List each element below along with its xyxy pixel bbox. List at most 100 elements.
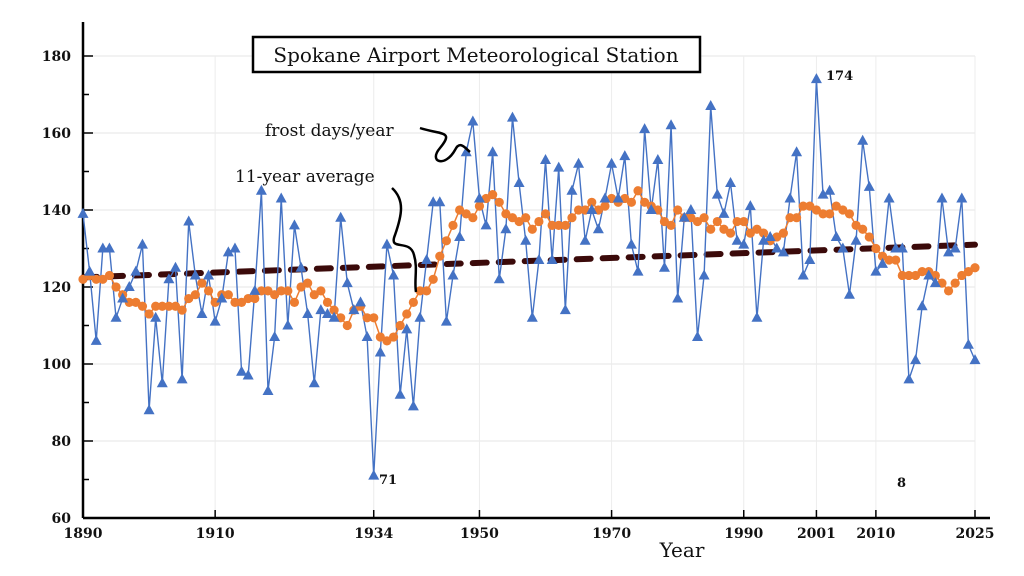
x-tick-label: 2025: [956, 526, 995, 542]
average-point: [388, 332, 399, 342]
average-point: [435, 251, 445, 261]
y-tick-label: 100: [42, 357, 71, 373]
average-point: [844, 209, 855, 219]
average-point: [329, 305, 339, 315]
average-point: [792, 213, 802, 223]
x-tick-label: 2010: [856, 526, 895, 542]
frost-days-point: [850, 234, 862, 245]
x-tick-label: 1934: [354, 526, 393, 542]
frost-days-point: [533, 254, 545, 265]
frost-days-point: [374, 346, 386, 357]
average-point: [573, 205, 584, 215]
average-point: [408, 297, 418, 307]
frost-days-point: [480, 219, 492, 230]
frost-days-point: [645, 204, 657, 214]
frost-days-point: [255, 184, 267, 195]
average-point: [540, 209, 551, 219]
average-point: [712, 216, 722, 227]
y-tick-label: 180: [42, 49, 71, 65]
average-point: [494, 197, 504, 207]
frost-days-point: [870, 265, 882, 276]
frost-days-point: [368, 469, 380, 480]
average-point: [369, 313, 379, 323]
frost-days-point: [784, 192, 796, 203]
y-tick-label: 60: [52, 511, 72, 527]
frost-days-point: [229, 242, 241, 253]
frost-days-point: [328, 311, 340, 322]
average-point: [210, 297, 220, 307]
frost-days-point: [896, 242, 908, 253]
marks: [77, 73, 981, 480]
frost-days-point: [817, 188, 829, 199]
frost-days-point: [394, 388, 406, 399]
average-point: [144, 309, 154, 319]
frost-days-point: [526, 311, 538, 322]
frost-days-point: [361, 331, 373, 342]
frost-days-point: [77, 207, 89, 218]
frost-days-point: [454, 230, 466, 241]
frost-days-point: [625, 238, 637, 249]
average-point: [825, 209, 835, 219]
frost-days-point: [619, 150, 631, 161]
average-point: [699, 213, 709, 223]
average-point: [858, 224, 868, 234]
average-point: [151, 301, 161, 311]
frost-days-point: [242, 369, 254, 380]
frost-days-point: [652, 153, 664, 164]
frost-days-point: [520, 234, 532, 245]
y-tick-label: 140: [42, 203, 71, 219]
average-point: [600, 201, 610, 211]
frost-days-point: [586, 204, 598, 214]
frost-days-point: [632, 265, 644, 276]
frost-days-point: [830, 230, 842, 241]
average-point: [243, 293, 253, 304]
average-point: [448, 220, 458, 230]
frost-days-point: [156, 377, 168, 388]
frost-days-point: [163, 273, 175, 284]
average-point: [177, 305, 187, 315]
frost-days-point: [341, 277, 353, 288]
frost-days-point: [949, 242, 961, 253]
y-tick-label: 120: [42, 280, 71, 296]
average-point: [488, 190, 498, 200]
average-point: [547, 220, 557, 230]
average-point: [362, 313, 372, 323]
frost-days-point: [117, 292, 129, 303]
frost-days-point: [275, 192, 287, 203]
frost-days-point: [335, 211, 347, 222]
average-point: [164, 301, 174, 311]
frost-days-point: [837, 242, 849, 253]
frost-days-point: [222, 246, 234, 257]
frost-days-point: [203, 269, 215, 280]
frost-days-point: [606, 157, 618, 168]
frost-days-point: [592, 223, 604, 234]
frost-days-point: [658, 261, 670, 272]
x-axis-label: Year: [659, 538, 705, 562]
frost-days-point: [288, 219, 300, 230]
frost-days-point: [176, 373, 188, 384]
average-point: [626, 197, 637, 207]
average-point: [157, 301, 167, 311]
frost-days-point: [678, 211, 690, 222]
frost-days-point: [440, 315, 452, 326]
frost-days-point: [857, 134, 869, 145]
frost-days-point: [487, 146, 499, 157]
frost-days-point: [90, 334, 102, 345]
title-frame: [251, 35, 702, 74]
frost-days-point: [473, 192, 485, 203]
average-point: [897, 270, 907, 281]
y-tick-label: 80: [52, 434, 72, 450]
frost-days-point: [103, 242, 115, 253]
frost-days-line: [82, 79, 976, 476]
average-point: [223, 290, 233, 300]
frost-days-point: [764, 230, 776, 241]
x-tick-label: 1890: [64, 526, 103, 542]
average-point: [758, 228, 769, 238]
average-point: [428, 274, 438, 284]
frost-days-point: [209, 315, 221, 326]
average-point: [468, 213, 478, 223]
frost-days-point: [744, 200, 756, 211]
frost-days-point: [691, 331, 703, 342]
frost-days-point: [910, 354, 922, 365]
